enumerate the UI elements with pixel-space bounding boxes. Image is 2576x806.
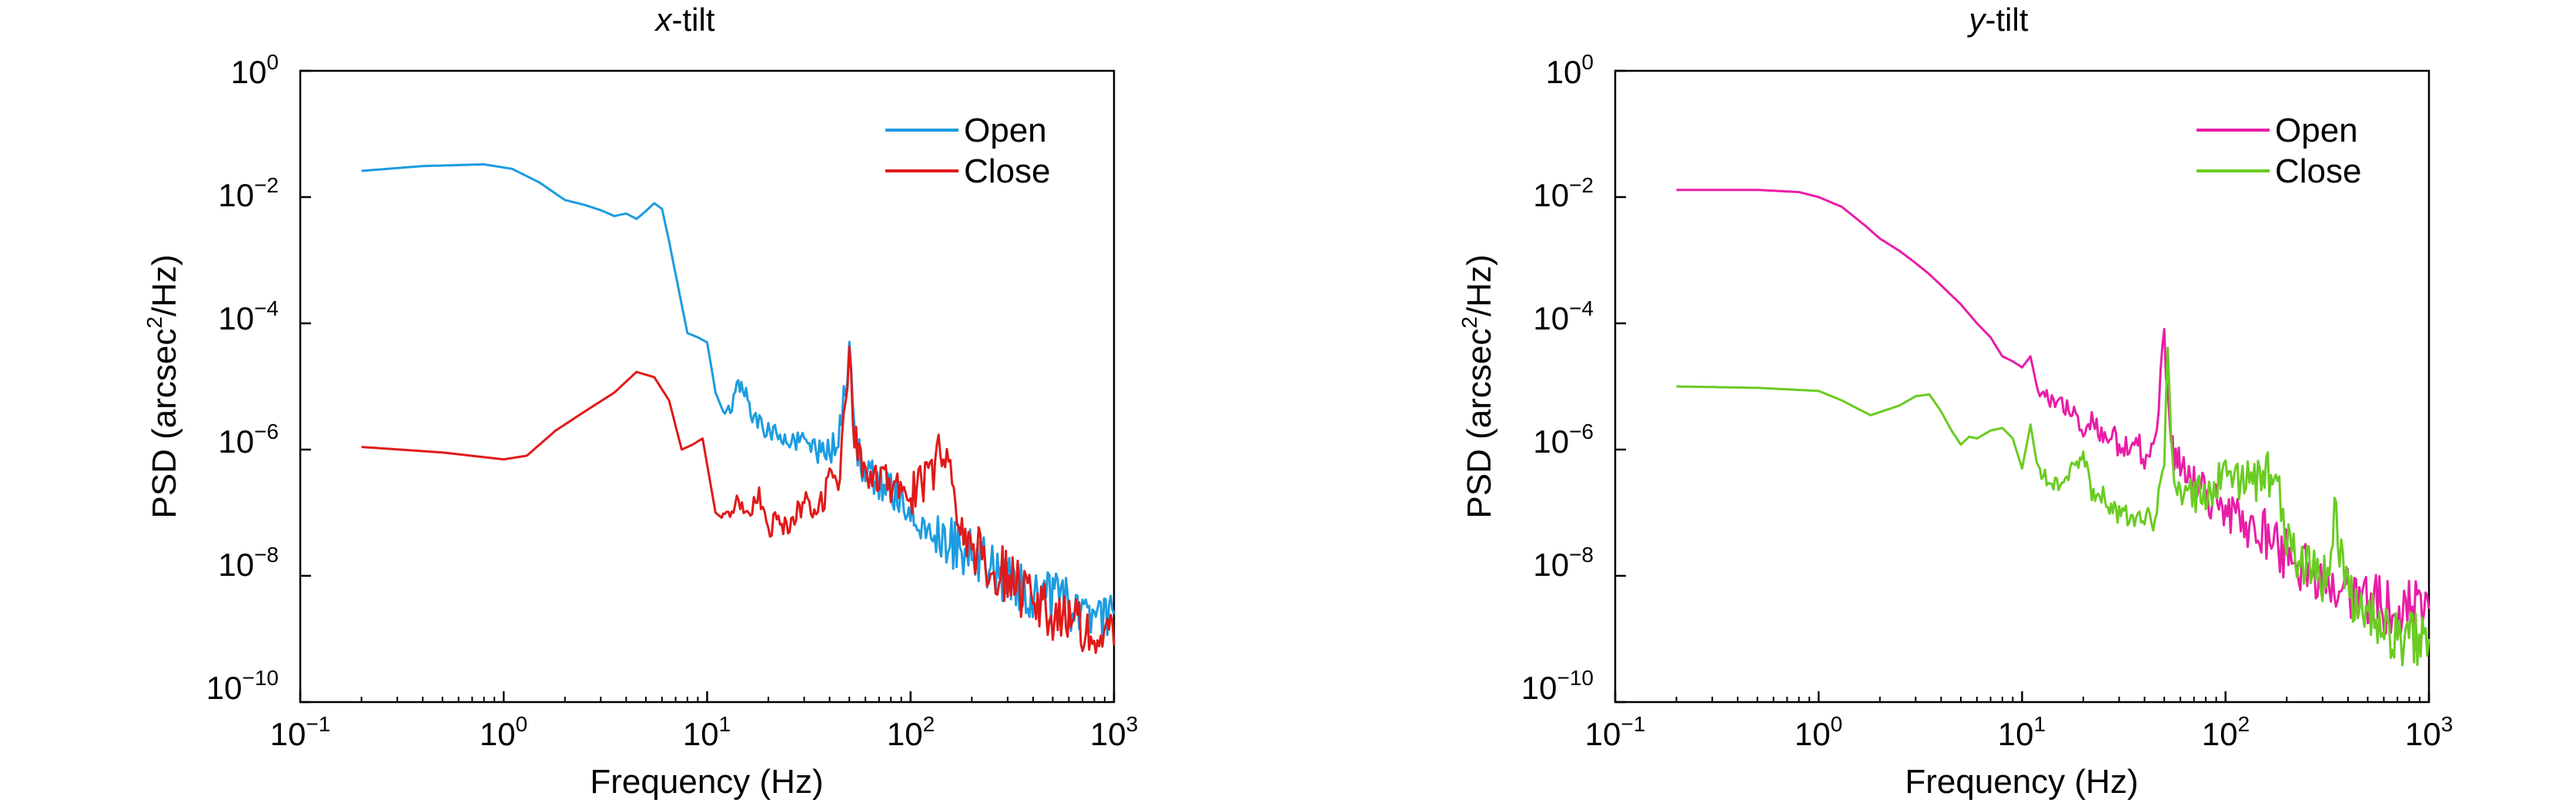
y-tick-label: 10−10 [206,666,279,706]
chart-panel-x-tilt: x-tilt 10−10 10−8 10−6 10−4 10−2 100 10−… [142,2,1138,801]
y-tick-label: 10−4 [1533,296,1594,336]
x-tick-label: 10−1 [270,712,331,752]
title-variable: x [654,2,674,38]
x-tick-labels: 10−1 100 101 102 103 [270,712,1138,752]
title-variable: y [1967,2,1988,38]
title-text: -tilt [672,2,715,38]
series-line-open [361,163,1116,640]
x-tick-label: 100 [480,712,527,752]
y-tick-labels: 10−10 10−8 10−6 10−4 10−2 100 [206,50,279,706]
y-tick-label: 10−4 [218,296,279,336]
y-tick-label: 10−6 [1533,420,1594,460]
series-layer [361,163,1116,654]
legend-label-close: Close [964,152,1051,190]
legend: Open Close [2196,112,2362,190]
x-tick-label: 103 [2405,712,2453,752]
y-tick-label: 10−2 [1533,173,1594,213]
title-text: -tilt [1986,2,2029,38]
x-tick-label: 102 [887,712,935,752]
y-tick-label: 10−8 [1533,543,1594,583]
x-tick-labels: 10−1 100 101 102 103 [1585,712,2453,752]
y-axis-label: PSD (arcsec2/Hz) [1457,254,1498,518]
y-tick-label: 10−6 [218,420,279,460]
series-layer [1676,189,2430,667]
axis-ticks [1614,69,2430,704]
y-tick-labels: 10−10 10−8 10−6 10−4 10−2 100 [1521,50,1594,706]
legend: Open Close [885,112,1051,190]
x-tick-label: 10−1 [1585,712,1646,752]
series-line-open [1676,189,2430,635]
series-line-close [1676,346,2430,667]
chart-panel-y-tilt: y-tilt 10−10 10−8 10−6 10−4 10−2 100 10−… [1457,2,2453,801]
x-axis-label: Frequency (Hz) [590,763,823,801]
x-axis-label: Frequency (Hz) [1905,763,2138,801]
axis-ticks [299,69,1116,704]
x-tick-label: 101 [683,712,731,752]
legend-label-close: Close [2275,152,2362,190]
x-tick-label: 100 [1795,712,1842,752]
y-axis-label: PSD (arcsec2/Hz) [142,254,183,518]
y-tick-label: 100 [231,50,279,90]
y-tick-label: 10−2 [218,173,279,213]
x-tick-label: 101 [1998,712,2046,752]
series-line-close [361,345,1116,654]
legend-label-open: Open [2275,112,2358,149]
y-tick-label: 100 [1546,50,1594,90]
x-tick-label: 102 [2202,712,2250,752]
y-tick-label: 10−8 [218,543,279,583]
x-tick-label: 103 [1090,712,1138,752]
chart-title: x-tilt [654,2,715,38]
legend-label-open: Open [964,112,1047,149]
chart-title: y-tilt [1967,2,2029,38]
y-tick-label: 10−10 [1521,666,1594,706]
